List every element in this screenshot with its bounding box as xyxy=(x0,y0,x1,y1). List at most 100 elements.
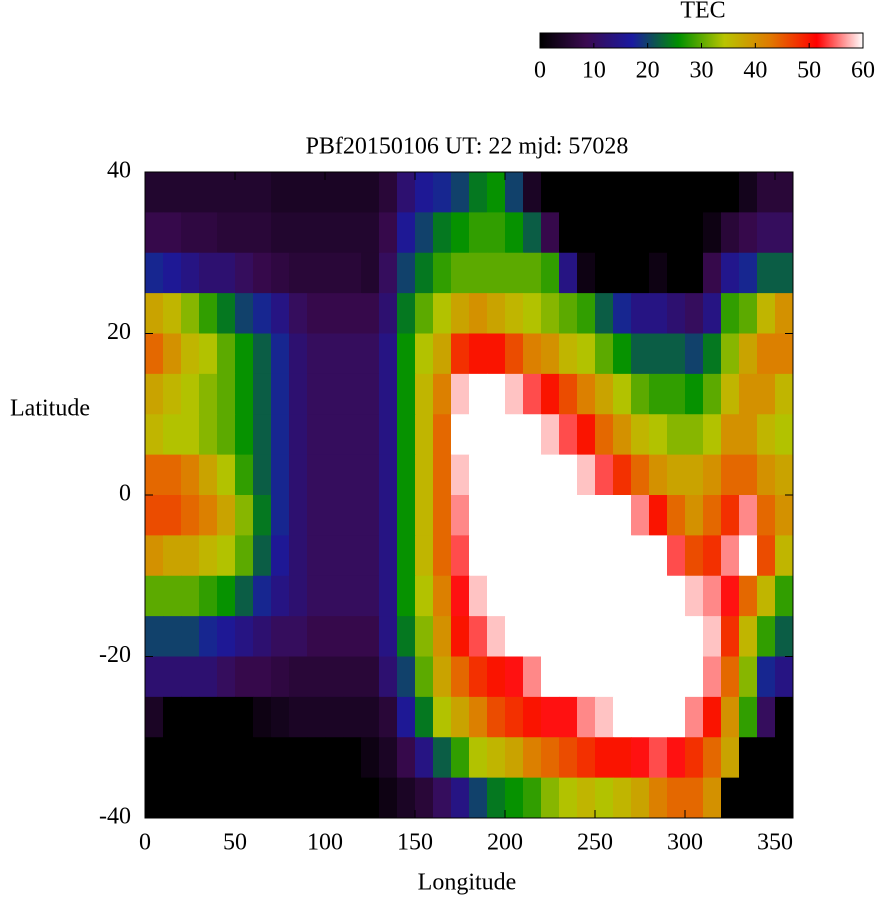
heatmap-cell xyxy=(559,656,578,698)
heatmap-cell xyxy=(505,696,524,738)
heatmap-cell xyxy=(721,414,740,456)
heatmap-cell xyxy=(667,252,686,294)
heatmap-cell xyxy=(649,252,668,294)
heatmap-cell xyxy=(595,575,614,617)
heatmap-cell xyxy=(343,373,362,415)
heatmap-cell xyxy=(469,454,488,496)
heatmap-cell xyxy=(469,777,488,819)
heatmap-cell xyxy=(415,737,434,779)
heatmap-cell xyxy=(235,737,254,779)
heatmap-cell xyxy=(145,495,164,536)
x-tick-label: 50 xyxy=(223,830,247,856)
heatmap-cell xyxy=(577,293,596,334)
heatmap-cell xyxy=(487,414,506,456)
x-tick-label: 0 xyxy=(139,830,151,856)
heatmap-cell xyxy=(595,777,614,819)
heatmap-cell xyxy=(433,575,452,617)
heatmap-cell xyxy=(289,575,308,617)
heatmap-cell xyxy=(379,172,398,213)
x-axis-label: Longitude xyxy=(418,870,517,896)
heatmap-cell xyxy=(469,575,488,617)
heatmap-cell xyxy=(775,252,794,294)
heatmap-cell xyxy=(307,575,326,617)
heatmap-cell xyxy=(217,777,236,819)
heatmap-cell xyxy=(505,414,524,456)
heatmap-cell xyxy=(775,696,794,738)
heatmap-cell xyxy=(163,737,182,779)
heatmap-cell xyxy=(181,535,200,577)
heatmap-cell xyxy=(577,777,596,819)
heatmap-cell xyxy=(469,212,488,254)
heatmap-cell xyxy=(721,293,740,334)
heatmap-cell xyxy=(217,535,236,577)
heatmap-cell xyxy=(703,414,722,456)
heatmap-cell xyxy=(415,777,434,819)
heatmap-cell xyxy=(451,656,470,698)
heatmap-cell xyxy=(541,616,560,657)
heatmap-cell xyxy=(559,575,578,617)
heatmap-cell xyxy=(163,575,182,617)
heatmap-cell xyxy=(469,495,488,536)
heatmap-cell xyxy=(343,575,362,617)
heatmap-cell xyxy=(307,777,326,819)
heatmap-cell xyxy=(451,495,470,536)
heatmap-cell xyxy=(739,535,758,577)
heatmap-cell xyxy=(451,616,470,657)
heatmap-cell xyxy=(181,333,200,375)
heatmap-cell xyxy=(613,575,632,617)
heatmap-cell xyxy=(343,212,362,254)
heatmap-cell xyxy=(415,575,434,617)
heatmap-cell xyxy=(595,212,614,254)
heatmap-cell xyxy=(145,293,164,334)
heatmap-cell xyxy=(649,495,668,536)
heatmap-cell xyxy=(613,737,632,779)
heatmap-cell xyxy=(739,616,758,657)
heatmap-cell xyxy=(181,212,200,254)
heatmap-cell xyxy=(541,333,560,375)
heatmap-cell xyxy=(559,454,578,496)
heatmap-cell xyxy=(433,373,452,415)
heatmap-cell xyxy=(595,333,614,375)
heatmap-cell xyxy=(433,333,452,375)
heatmap-cell xyxy=(649,656,668,698)
heatmap-cell xyxy=(271,656,290,698)
heatmap-cell xyxy=(325,535,344,577)
heatmap-cell xyxy=(469,373,488,415)
heatmap-cell xyxy=(505,333,524,375)
heatmap-cell xyxy=(775,414,794,456)
heatmap-cell xyxy=(757,373,776,415)
x-tick-label: 350 xyxy=(757,830,793,856)
heatmap-cell xyxy=(739,212,758,254)
heatmap-cell xyxy=(559,616,578,657)
heatmap-cell xyxy=(757,495,776,536)
heatmap-cell xyxy=(721,333,740,375)
heatmap-cell xyxy=(289,172,308,213)
heatmap-cell xyxy=(703,333,722,375)
heatmap-cell xyxy=(613,212,632,254)
heatmap-cell xyxy=(721,575,740,617)
heatmap-cell xyxy=(649,696,668,738)
heatmap-cell xyxy=(685,172,704,213)
heatmap-cell xyxy=(451,454,470,496)
heatmap-cell xyxy=(559,495,578,536)
heatmap-cell xyxy=(325,172,344,213)
heatmap-cell xyxy=(217,495,236,536)
heatmap-cell xyxy=(379,333,398,375)
heatmap-cell xyxy=(217,373,236,415)
heatmap-cell xyxy=(775,535,794,577)
heatmap-cell xyxy=(649,535,668,577)
heatmap-cell xyxy=(199,777,218,819)
heatmap-cell xyxy=(487,535,506,577)
heatmap-cell xyxy=(613,373,632,415)
heatmap-cell xyxy=(433,777,452,819)
heatmap-cell xyxy=(631,777,650,819)
heatmap-cell xyxy=(325,495,344,536)
heatmap-cell xyxy=(361,696,380,738)
heatmap-cell xyxy=(397,575,416,617)
heatmap-cell xyxy=(649,172,668,213)
heatmap-cell xyxy=(415,212,434,254)
heatmap-cell xyxy=(523,172,542,213)
heatmap-cell xyxy=(379,293,398,334)
heatmap-cell xyxy=(271,737,290,779)
heatmap-cell xyxy=(343,737,362,779)
